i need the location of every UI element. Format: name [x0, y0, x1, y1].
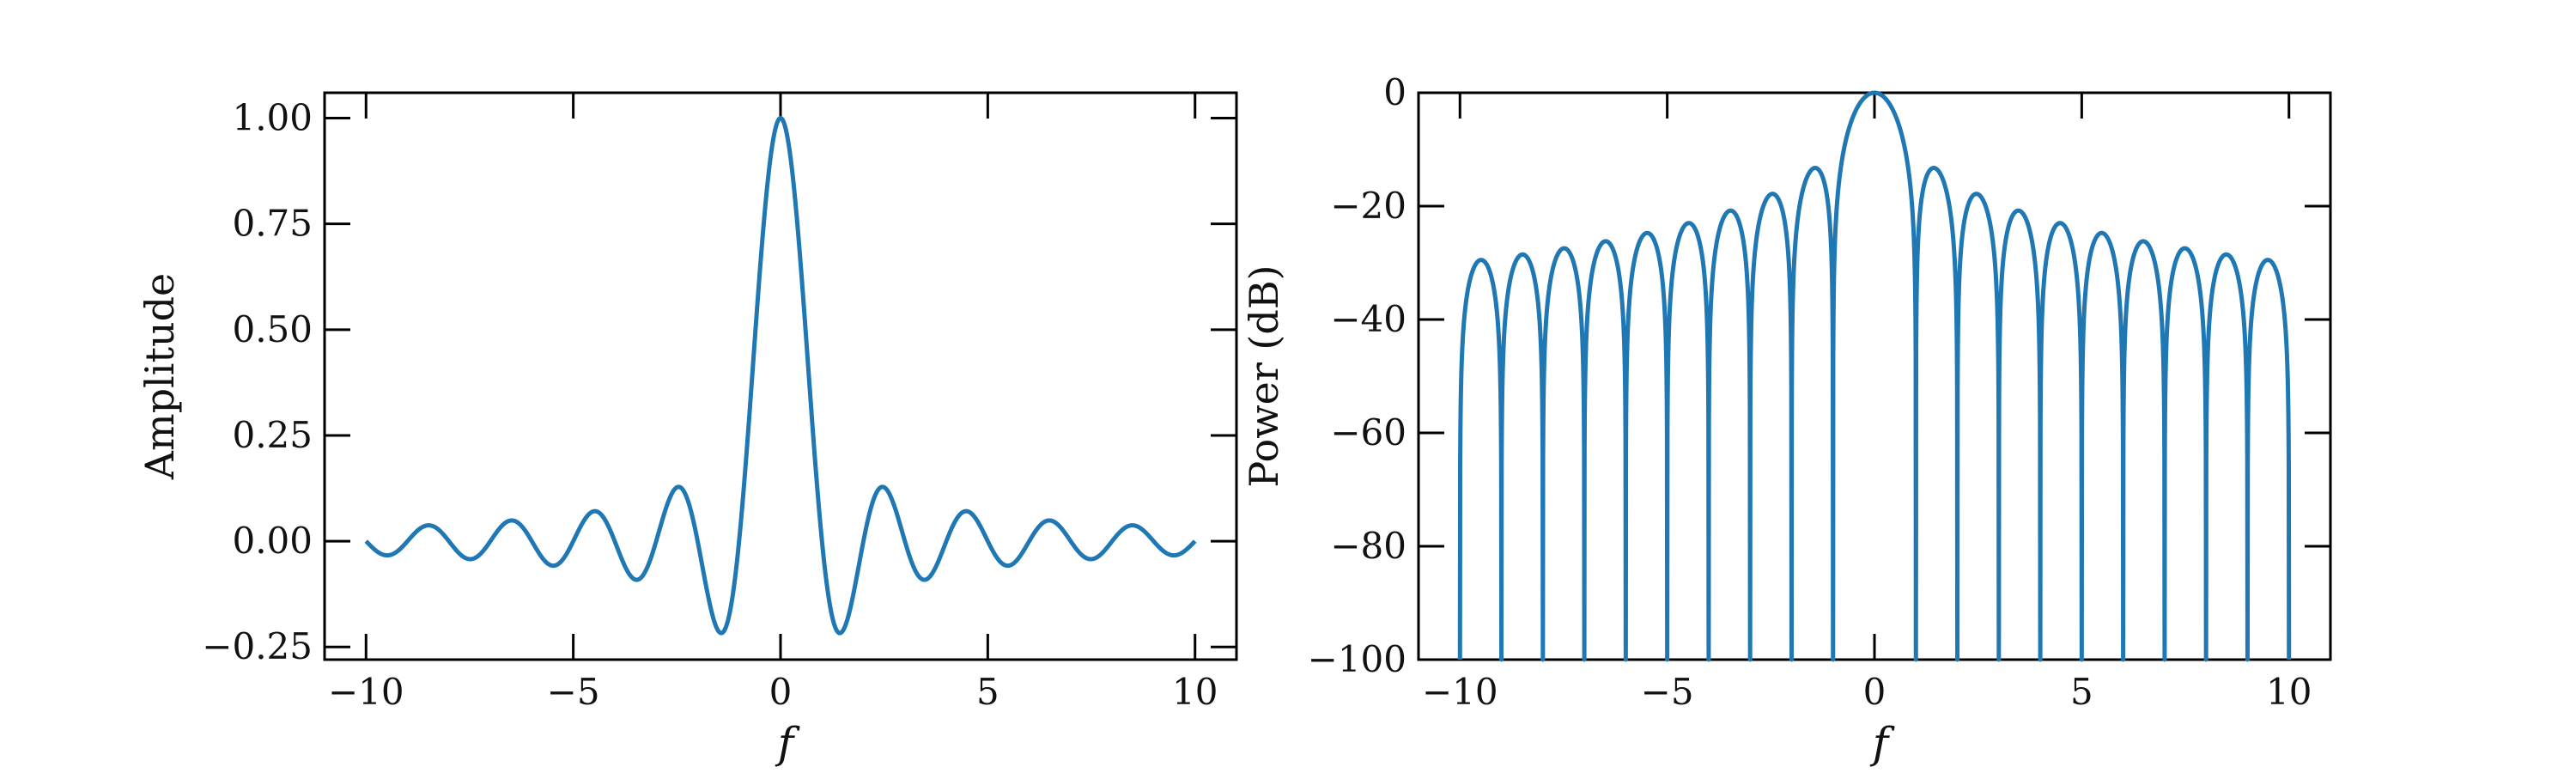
x-tick-label: 5 [2070, 671, 2093, 713]
power-plot-frame [1417, 91, 2332, 661]
y-tick-label: −100 [1308, 638, 1406, 680]
amplitude-x-axis-label: f [775, 718, 800, 768]
power-ticks [1419, 91, 2330, 661]
x-tick-label: 5 [976, 671, 999, 713]
amplitude-curve [364, 116, 1197, 636]
y-tick-label: 0.75 [232, 203, 313, 245]
y-tick-label: 1.00 [232, 97, 313, 139]
x-tick-label: −5 [1641, 671, 1694, 713]
x-tick-label: 0 [1863, 671, 1886, 713]
x-tick-label: 0 [769, 671, 793, 713]
y-tick-label: −60 [1330, 411, 1406, 453]
x-tick-label: 10 [2266, 671, 2312, 713]
x-tick-label: −5 [547, 671, 600, 713]
x-tick-label: 10 [1172, 671, 1218, 713]
x-tick-label: −10 [1422, 671, 1498, 713]
amplitude-y-axis-label: Amplitude [137, 273, 183, 481]
y-tick-label: −20 [1330, 185, 1406, 227]
y-tick-label: −80 [1330, 525, 1406, 567]
power-panel: −10 −5 0 5 10 −100 −80 −60 −40 −20 0 Power (dB) f [1241, 71, 2332, 768]
amplitude-panel: −10 −5 0 5 10 −0.25 0.00 0.25 0.50 0.75 1.00 Ampli… [137, 91, 1238, 768]
power-tick-labels: −10 −5 0 5 10 −100 −80 −60 −40 −20 0 [1308, 71, 2312, 713]
power-x-axis-label: f [1869, 718, 1895, 768]
y-tick-label: 0.25 [232, 414, 313, 456]
y-tick-label: 0.50 [232, 308, 313, 350]
y-tick-label: 0 [1383, 71, 1406, 113]
y-tick-label: 0.00 [232, 520, 313, 562]
power-y-axis-label: Power (dB) [1241, 265, 1287, 487]
y-tick-label: −0.25 [202, 625, 313, 667]
y-tick-label: −40 [1330, 298, 1406, 340]
amplitude-plot-frame [323, 91, 1238, 661]
x-tick-label: −10 [328, 671, 404, 713]
amplitude-ticks [325, 93, 1236, 660]
power-curve [1457, 90, 2292, 662]
amplitude-tick-labels: −10 −5 0 5 10 −0.25 0.00 0.25 0.50 0.75 1.00 [202, 97, 1218, 713]
